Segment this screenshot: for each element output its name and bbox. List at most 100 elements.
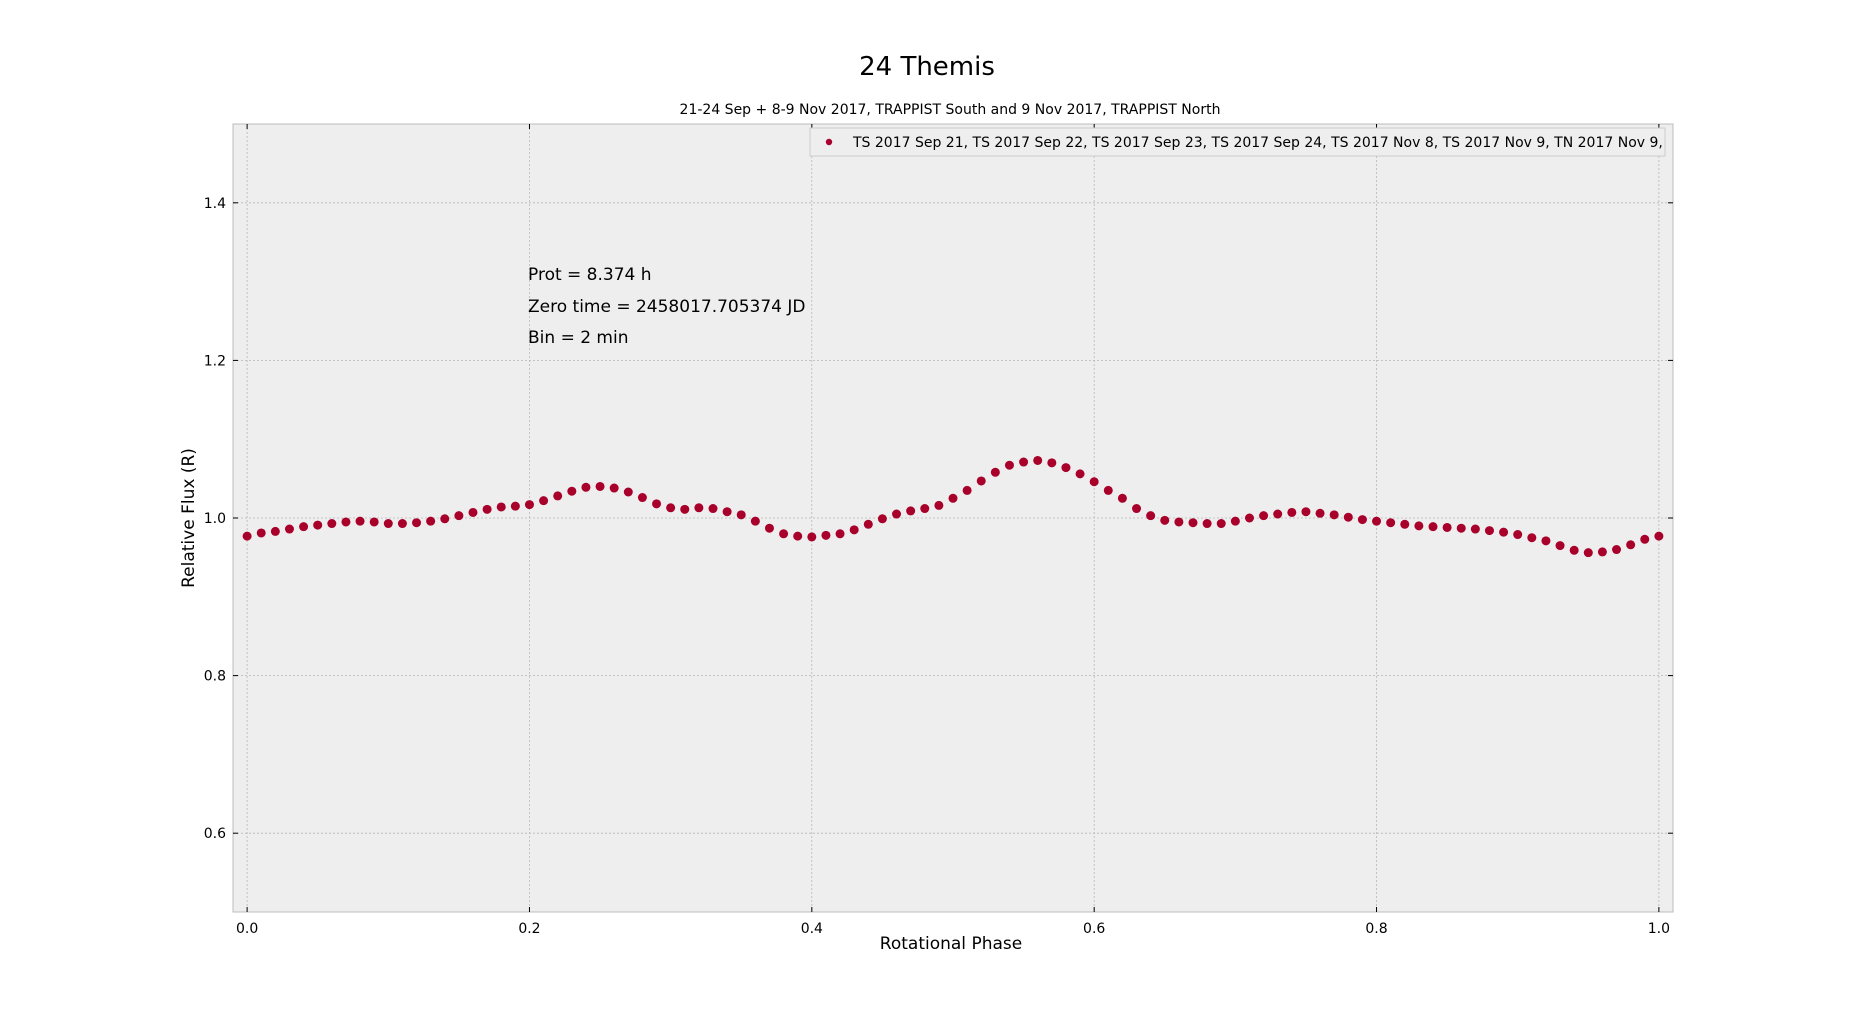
data-point — [1174, 517, 1184, 527]
data-point — [807, 532, 817, 542]
data-point — [482, 504, 492, 514]
data-point — [1047, 458, 1057, 468]
data-point — [680, 504, 690, 514]
data-point — [722, 507, 732, 517]
chart-title: 24 Themis — [859, 52, 995, 82]
data-point — [454, 511, 464, 521]
data-point — [426, 516, 436, 526]
data-point — [764, 523, 774, 533]
legend-label: TS 2017 Sep 21, TS 2017 Sep 22, TS 2017 … — [852, 135, 1663, 151]
data-point — [1513, 530, 1523, 540]
y-tick-label: 1.4 — [204, 196, 226, 212]
data-point — [1372, 516, 1382, 526]
data-point — [1470, 524, 1480, 534]
data-point — [299, 522, 309, 532]
data-point — [609, 483, 619, 493]
x-axis-label: Rotational Phase — [880, 934, 1022, 954]
data-point — [242, 531, 252, 541]
data-point — [962, 485, 972, 495]
data-point — [1626, 540, 1636, 550]
data-point — [581, 482, 591, 492]
data-point — [934, 500, 944, 510]
x-tick-label: 1.0 — [1648, 921, 1670, 937]
data-point — [623, 487, 633, 497]
data-point — [412, 518, 422, 528]
data-point — [1259, 511, 1269, 521]
data-points — [242, 455, 1664, 558]
legend: TS 2017 Sep 21, TS 2017 Sep 22, TS 2017 … — [809, 127, 1666, 157]
data-point — [906, 506, 916, 516]
data-point — [1315, 508, 1325, 518]
data-point — [1301, 507, 1311, 517]
data-point — [1033, 455, 1043, 465]
data-point — [383, 519, 393, 529]
data-point — [1527, 533, 1537, 543]
legend-marker — [825, 138, 833, 146]
data-point — [1019, 457, 1029, 467]
data-point — [976, 476, 986, 486]
data-point — [877, 514, 887, 524]
grid-lines — [233, 124, 1673, 912]
data-point — [1414, 521, 1424, 531]
data-point — [539, 496, 549, 506]
annotation-block: Prot = 8.374 h Zero time = 2458017.70537… — [528, 265, 806, 348]
data-point — [1612, 545, 1622, 555]
data-point — [793, 531, 803, 541]
data-point — [369, 517, 379, 527]
data-point — [567, 486, 577, 496]
data-point — [1188, 518, 1198, 528]
data-point — [1273, 509, 1283, 519]
data-point — [1386, 518, 1396, 528]
data-point — [468, 507, 478, 517]
data-point — [1484, 526, 1494, 536]
y-tick-label: 1.0 — [204, 511, 226, 527]
data-point — [1160, 515, 1170, 525]
data-point — [694, 503, 704, 513]
data-point — [553, 491, 563, 501]
data-point — [1089, 477, 1099, 487]
data-point — [341, 517, 351, 527]
data-point — [835, 529, 845, 539]
data-point — [863, 519, 873, 529]
y-tick-label: 0.8 — [204, 669, 226, 685]
data-point — [1442, 522, 1452, 532]
data-point — [1287, 507, 1297, 517]
x-tick-label: 0.2 — [518, 921, 540, 937]
data-point — [1640, 534, 1650, 544]
annotation-zero-time: Zero time = 2458017.705374 JD — [528, 297, 806, 317]
x-axis-ticks: 0.0 0.2 0.4 0.6 0.8 1.0 — [236, 124, 1670, 937]
data-point — [496, 502, 506, 512]
data-point — [1428, 522, 1438, 532]
data-point — [270, 526, 280, 536]
data-point — [652, 499, 662, 509]
data-point — [892, 509, 902, 519]
x-tick-label: 0.6 — [1083, 921, 1105, 937]
data-point — [327, 519, 337, 529]
data-point — [920, 504, 930, 514]
data-point — [1103, 485, 1113, 495]
data-point — [397, 519, 407, 529]
data-point — [1117, 493, 1127, 503]
y-axis-label: Relative Flux (R) — [179, 448, 199, 588]
data-point — [1202, 519, 1212, 529]
chart-subtitle: 21-24 Sep + 8-9 Nov 2017, TRAPPIST South… — [680, 102, 1221, 118]
data-point — [355, 516, 365, 526]
data-point — [1555, 541, 1565, 551]
annotation-period: Prot = 8.374 h — [528, 265, 652, 285]
y-tick-label: 1.2 — [204, 353, 226, 369]
data-point — [750, 516, 760, 526]
data-point — [1146, 511, 1156, 521]
data-point — [1654, 531, 1664, 541]
data-point — [510, 501, 520, 511]
x-tick-label: 0.0 — [236, 921, 258, 937]
data-point — [849, 525, 859, 535]
data-point — [595, 481, 605, 491]
data-point — [524, 500, 534, 510]
data-point — [1541, 536, 1551, 546]
data-point — [1329, 510, 1339, 520]
data-point — [637, 493, 647, 503]
data-point — [1357, 515, 1367, 525]
data-point — [1343, 512, 1353, 522]
data-point — [256, 528, 266, 538]
